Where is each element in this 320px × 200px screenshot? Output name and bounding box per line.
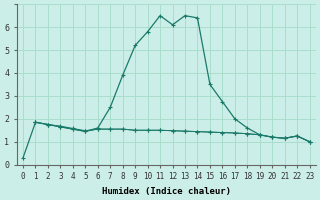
X-axis label: Humidex (Indice chaleur): Humidex (Indice chaleur) <box>102 187 231 196</box>
